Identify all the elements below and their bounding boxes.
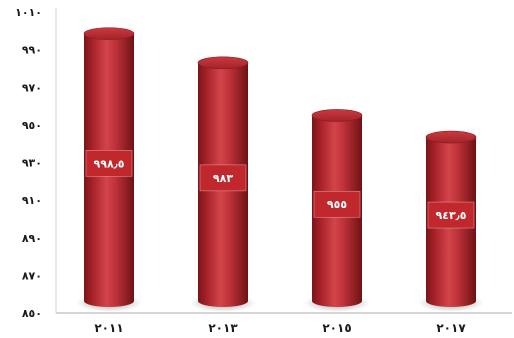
data-label-box bbox=[199, 164, 247, 192]
data-label: ٩٨٣ bbox=[213, 172, 233, 185]
x-tick-label: ٢٠١١ bbox=[94, 321, 123, 335]
data-label-box bbox=[85, 150, 133, 177]
y-tick-label: ٨٩٠ bbox=[22, 232, 42, 245]
x-axis-ticks: ٢٠١١ ٢٠١٣ ٢٠١٥ ٢٠١٧ bbox=[94, 321, 466, 335]
bar-4: ٩٤٣٫٥ bbox=[418, 130, 484, 312]
bar-top bbox=[311, 109, 363, 122]
bar-1: ٩٩٨٫٥ bbox=[76, 27, 142, 312]
y-tick-label: ٩٣٠ bbox=[22, 157, 42, 170]
data-label: ٩٩٨٫٥ bbox=[94, 157, 125, 170]
y-tick-label: ٨٧٠ bbox=[22, 269, 42, 282]
x-tick-label: ٢٠١٧ bbox=[436, 321, 466, 335]
y-tick-label: ٩٩٠ bbox=[22, 44, 42, 57]
data-label: ٩٥٥ bbox=[327, 198, 347, 211]
data-label-box bbox=[313, 190, 361, 218]
x-tick-label: ٢٠١٣ bbox=[208, 321, 238, 335]
bar-top bbox=[425, 130, 477, 144]
bar-3: ٩٥٥ bbox=[304, 109, 370, 312]
bar-top bbox=[83, 27, 135, 40]
bar-2: ٩٨٣ bbox=[190, 56, 256, 312]
y-tick-label: ٩٧٠ bbox=[22, 81, 42, 94]
data-label-box bbox=[427, 201, 475, 229]
bar-top bbox=[197, 56, 249, 70]
y-axis-ticks: ٨٥٠ ٨٧٠ ٨٩٠ ٩١٠ ٩٣٠ ٩٥٠ ٩٧٠ ٩٩٠ ١٠١٠ bbox=[15, 6, 42, 320]
y-tick-label: ١٠١٠ bbox=[15, 6, 42, 19]
bars-group: ٩٩٨٫٥ ٩٨٣ ٩٥٥ ٩٤٣٫٥ bbox=[76, 27, 484, 312]
y-tick-label: ٩٥٠ bbox=[22, 119, 42, 132]
x-tick-label: ٢٠١٥ bbox=[322, 321, 351, 335]
data-label: ٩٤٣٫٥ bbox=[436, 209, 467, 222]
y-tick-label: ٨٥٠ bbox=[22, 307, 42, 320]
y-tick-label: ٩١٠ bbox=[22, 194, 42, 207]
